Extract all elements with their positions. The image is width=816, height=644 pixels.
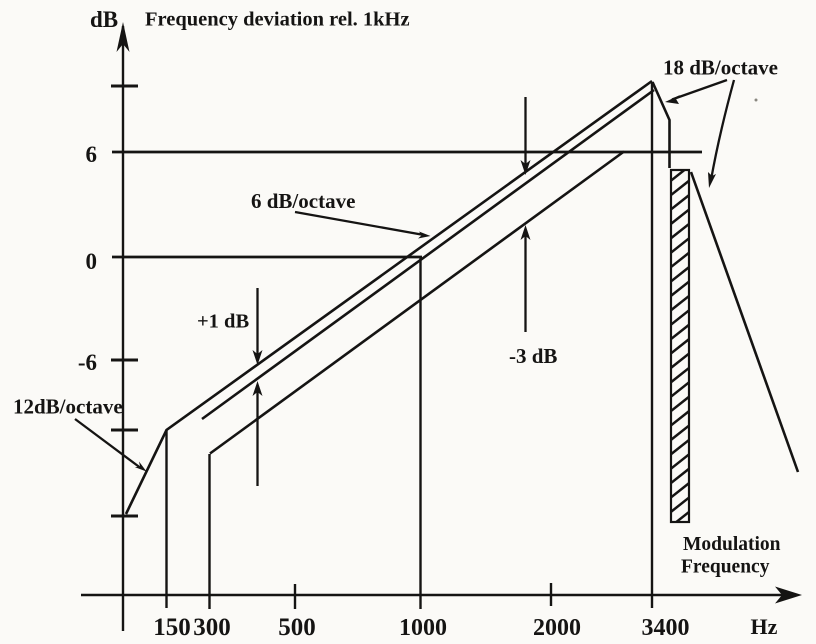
- svg-text:18 dB/octave: 18 dB/octave: [663, 56, 778, 80]
- svg-text:+1 dB: +1 dB: [197, 311, 249, 333]
- svg-text:6 dB/octave: 6 dB/octave: [251, 189, 355, 213]
- svg-text:2000: 2000: [533, 615, 581, 641]
- svg-text:6: 6: [86, 142, 98, 167]
- svg-text:Frequency deviation rel. 1kHz: Frequency deviation rel. 1kHz: [145, 9, 410, 31]
- svg-text:-3 dB: -3 dB: [509, 344, 557, 368]
- svg-text:Frequency: Frequency: [681, 557, 770, 578]
- svg-text:1000: 1000: [399, 615, 447, 641]
- svg-text:dB: dB: [90, 7, 118, 32]
- svg-text:12dB/octave: 12dB/octave: [13, 395, 123, 419]
- svg-text:0: 0: [86, 249, 98, 274]
- svg-text:Modulation: Modulation: [683, 534, 781, 555]
- svg-text:3400: 3400: [642, 615, 690, 641]
- svg-text:-6: -6: [78, 350, 97, 375]
- svg-text:150: 150: [153, 614, 191, 641]
- svg-text:300: 300: [193, 614, 231, 641]
- svg-text:500: 500: [278, 614, 316, 641]
- svg-text:Hz: Hz: [751, 614, 778, 639]
